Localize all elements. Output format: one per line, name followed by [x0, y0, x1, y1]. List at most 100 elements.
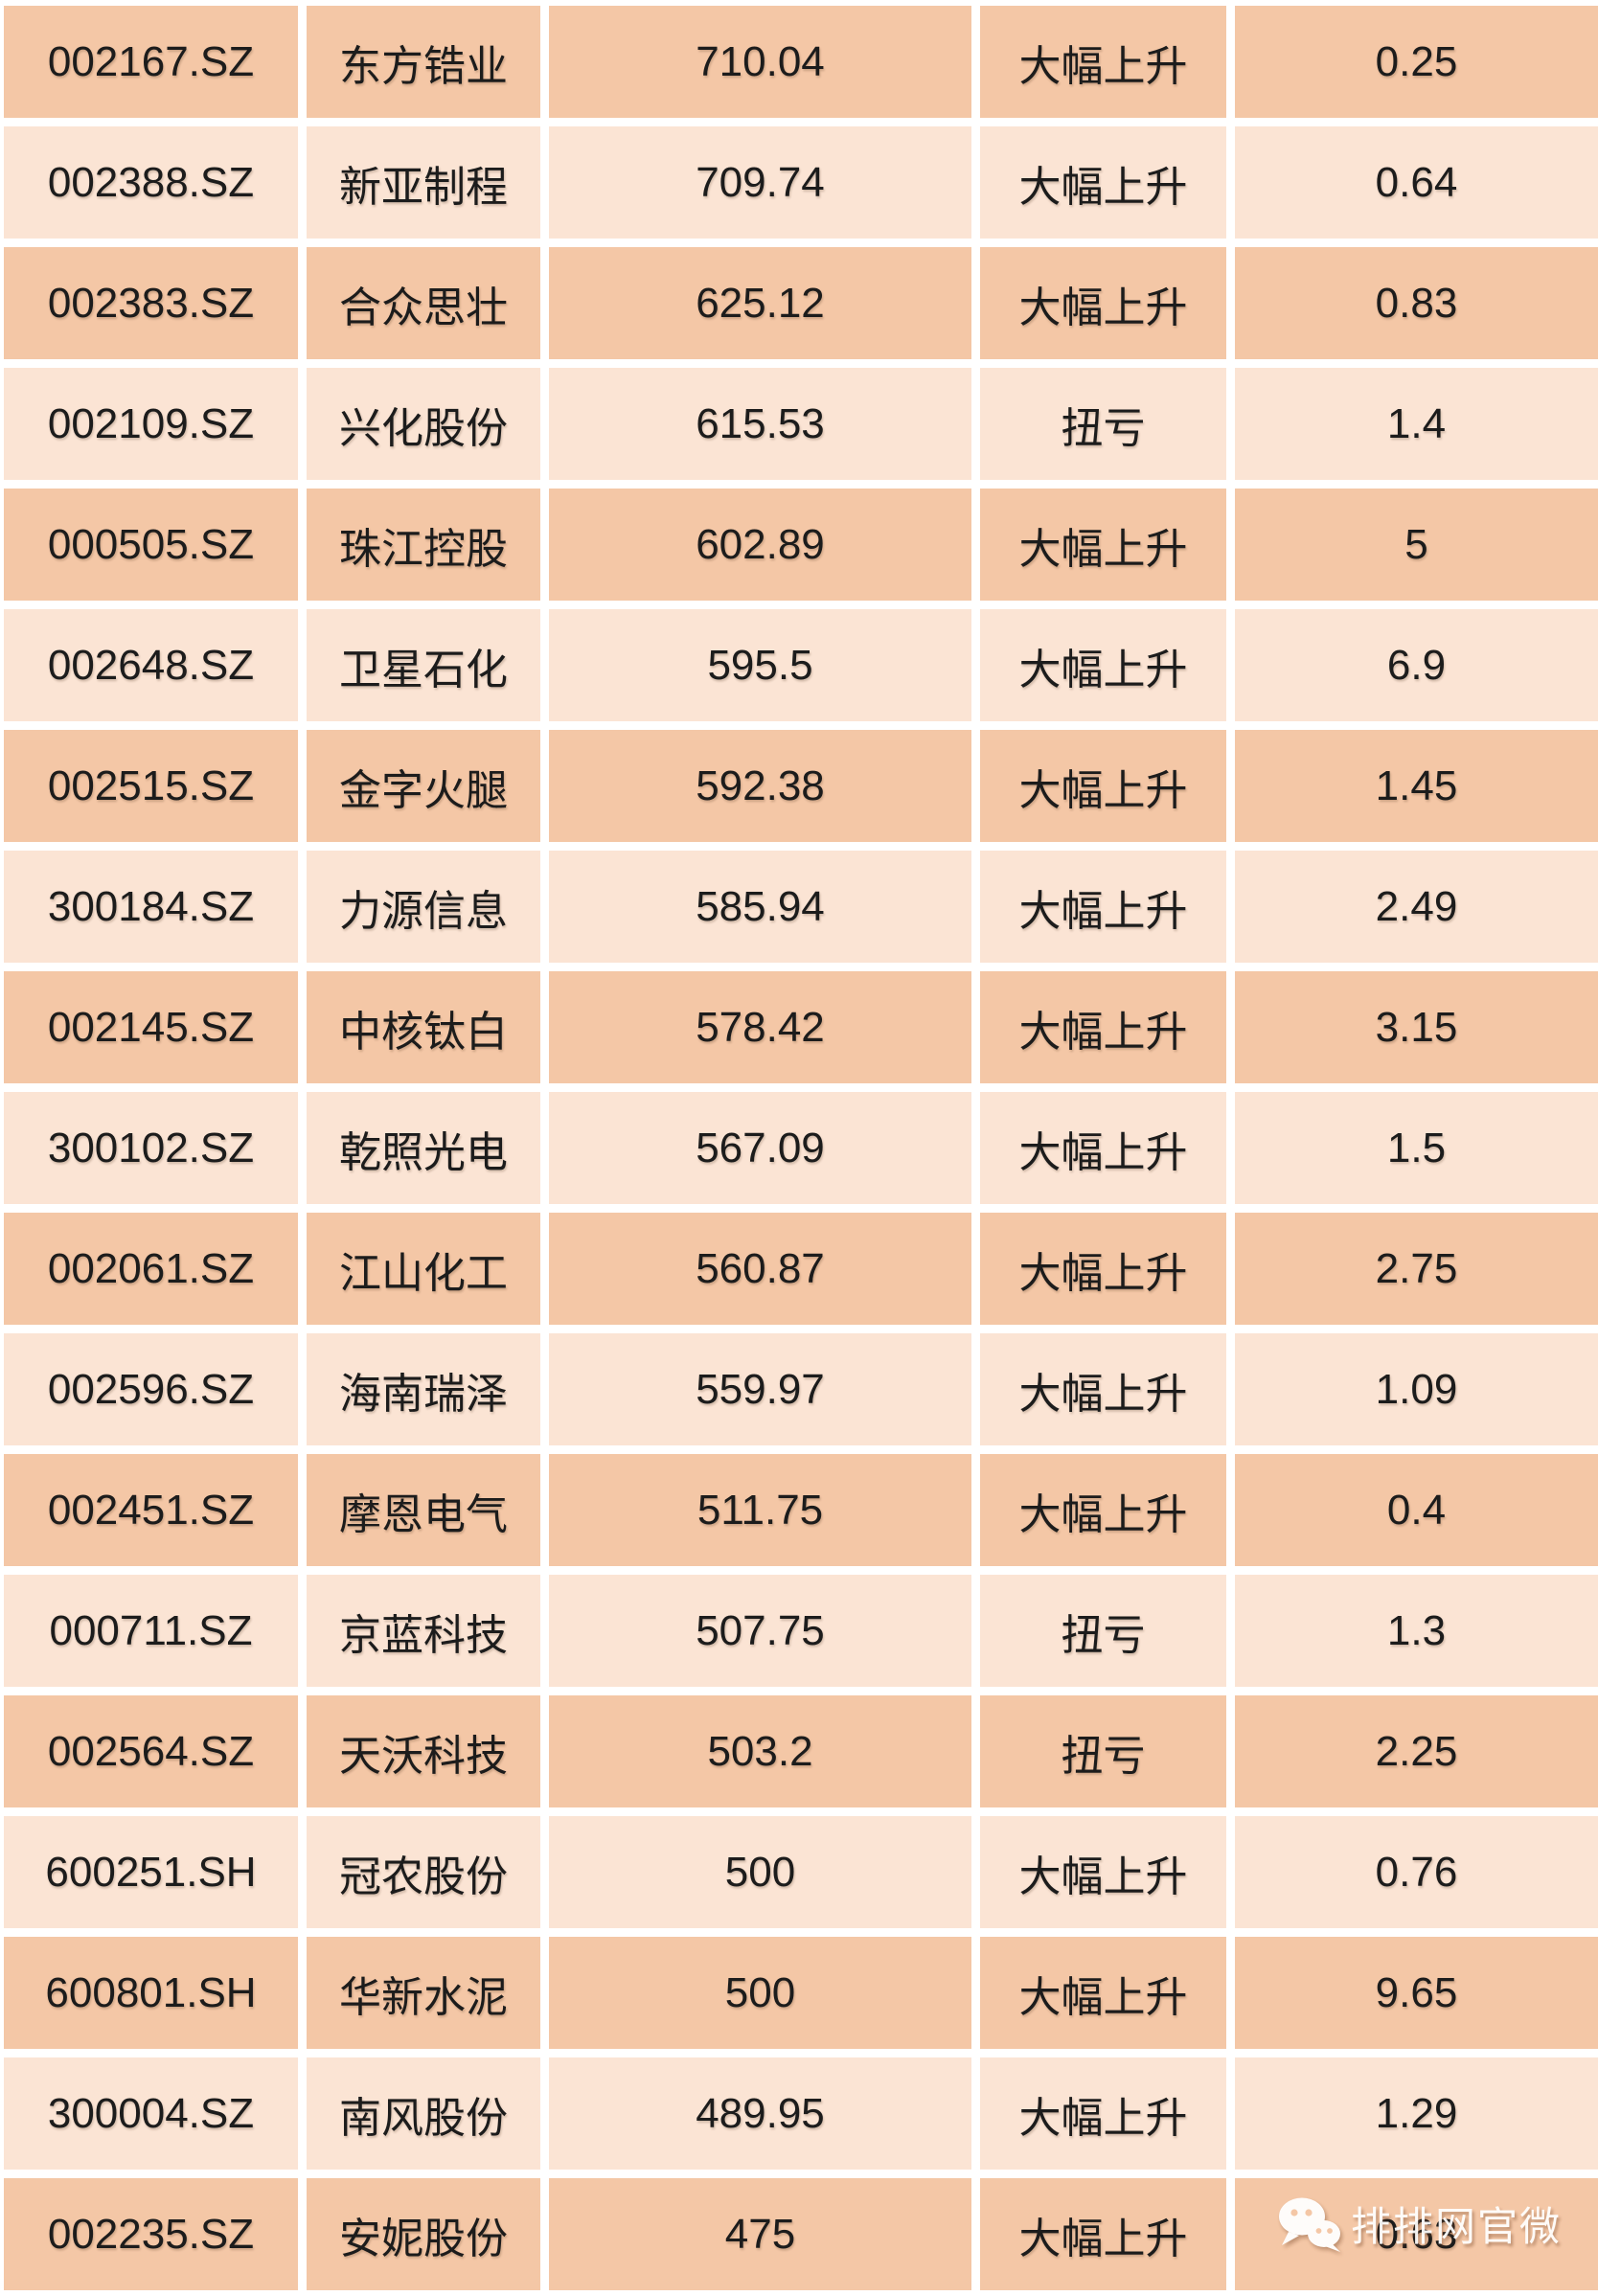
cell-value2: 1.29: [1235, 2057, 1598, 2170]
cell-status: 大幅上升: [980, 1213, 1226, 1325]
cell-status: 大幅上升: [980, 851, 1226, 963]
table-row: 002596.SZ 海南瑞泽 559.97 大幅上升 1.09: [4, 1333, 1598, 1445]
cell-value2: 0.76: [1235, 1816, 1598, 1928]
cell-value: 489.95: [549, 2057, 971, 2170]
cell-stock-name: 合众思壮: [307, 247, 540, 359]
cell-status: 大幅上升: [980, 1816, 1226, 1928]
cell-stock-code: 002451.SZ: [4, 1454, 298, 1566]
cell-stock-name: 金字火腿: [307, 730, 540, 842]
table-row: 002383.SZ 合众思壮 625.12 大幅上升 0.83: [4, 247, 1598, 359]
cell-value: 511.75: [549, 1454, 971, 1566]
cell-value2: 0.64: [1235, 126, 1598, 239]
cell-status: 大幅上升: [980, 6, 1226, 118]
cell-value: 567.09: [549, 1092, 971, 1204]
cell-stock-name: 卫星石化: [307, 609, 540, 721]
table-row: 002167.SZ 东方锆业 710.04 大幅上升 0.25: [4, 6, 1598, 118]
cell-stock-code: 002564.SZ: [4, 1695, 298, 1807]
cell-status: 大幅上升: [980, 1333, 1226, 1445]
cell-value2: 1.45: [1235, 730, 1598, 842]
cell-value2: 5: [1235, 489, 1598, 601]
cell-stock-code: 000711.SZ: [4, 1575, 298, 1687]
cell-stock-code: 002388.SZ: [4, 126, 298, 239]
cell-value: 710.04: [549, 6, 971, 118]
cell-stock-name: 兴化股份: [307, 368, 540, 480]
cell-value2: 1.5: [1235, 1092, 1598, 1204]
cell-value: 500: [549, 1937, 971, 2049]
table-row: 300102.SZ 乾照光电 567.09 大幅上升 1.5: [4, 1092, 1598, 1204]
cell-status: 大幅上升: [980, 1454, 1226, 1566]
cell-value2: 1.09: [1235, 1333, 1598, 1445]
table-row: 600251.SH 冠农股份 500 大幅上升 0.76: [4, 1816, 1598, 1928]
cell-stock-name: 天沃科技: [307, 1695, 540, 1807]
cell-stock-code: 600801.SH: [4, 1937, 298, 2049]
cell-status: 大幅上升: [980, 730, 1226, 842]
cell-stock-name: 冠农股份: [307, 1816, 540, 1928]
cell-value: 585.94: [549, 851, 971, 963]
cell-value2: 0.25: [1235, 6, 1598, 118]
cell-stock-name: 安妮股份: [307, 2178, 540, 2290]
cell-stock-code: 002145.SZ: [4, 971, 298, 1083]
cell-status: 大幅上升: [980, 126, 1226, 239]
table-row: 002061.SZ 江山化工 560.87 大幅上升 2.75: [4, 1213, 1598, 1325]
cell-value: 615.53: [549, 368, 971, 480]
cell-value2: 2.49: [1235, 851, 1598, 963]
cell-value2: 9.65: [1235, 1937, 1598, 2049]
cell-stock-name: 江山化工: [307, 1213, 540, 1325]
cell-value: 503.2: [549, 1695, 971, 1807]
cell-stock-code: 002235.SZ: [4, 2178, 298, 2290]
table-row: 002515.SZ 金字火腿 592.38 大幅上升 1.45: [4, 730, 1598, 842]
cell-stock-name: 海南瑞泽: [307, 1333, 540, 1445]
cell-value: 625.12: [549, 247, 971, 359]
table-row: 000505.SZ 珠江控股 602.89 大幅上升 5: [4, 489, 1598, 601]
cell-stock-name: 中核钛白: [307, 971, 540, 1083]
table-row: 300004.SZ 南风股份 489.95 大幅上升 1.29: [4, 2057, 1598, 2170]
table-row: 002109.SZ 兴化股份 615.53 扭亏 1.4: [4, 368, 1598, 480]
cell-status: 大幅上升: [980, 1937, 1226, 2049]
cell-value: 709.74: [549, 126, 971, 239]
table-row: 002451.SZ 摩恩电气 511.75 大幅上升 0.4: [4, 1454, 1598, 1566]
cell-stock-name: 珠江控股: [307, 489, 540, 601]
table-row: 002388.SZ 新亚制程 709.74 大幅上升 0.64: [4, 126, 1598, 239]
cell-value: 560.87: [549, 1213, 971, 1325]
table-row: 000711.SZ 京蓝科技 507.75 扭亏 1.3: [4, 1575, 1598, 1687]
cell-stock-code: 000505.SZ: [4, 489, 298, 601]
cell-value: 507.75: [549, 1575, 971, 1687]
cell-value: 475: [549, 2178, 971, 2290]
cell-status: 大幅上升: [980, 2178, 1226, 2290]
cell-stock-code: 002596.SZ: [4, 1333, 298, 1445]
cell-value2: 1.4: [1235, 368, 1598, 480]
cell-stock-code: 002109.SZ: [4, 368, 298, 480]
cell-stock-name: 南风股份: [307, 2057, 540, 2170]
cell-stock-name: 力源信息: [307, 851, 540, 963]
table-row: 002564.SZ 天沃科技 503.2 扭亏 2.25: [4, 1695, 1598, 1807]
cell-stock-name: 华新水泥: [307, 1937, 540, 2049]
cell-status: 扭亏: [980, 1695, 1226, 1807]
cell-stock-name: 新亚制程: [307, 126, 540, 239]
cell-status: 大幅上升: [980, 489, 1226, 601]
cell-value: 592.38: [549, 730, 971, 842]
cell-stock-code: 300004.SZ: [4, 2057, 298, 2170]
cell-status: 大幅上升: [980, 609, 1226, 721]
table-row: 600801.SH 华新水泥 500 大幅上升 9.65: [4, 1937, 1598, 2049]
cell-status: 大幅上升: [980, 2057, 1226, 2170]
cell-value2: 2.75: [1235, 1213, 1598, 1325]
cell-stock-name: 乾照光电: [307, 1092, 540, 1204]
cell-stock-code: 002648.SZ: [4, 609, 298, 721]
table-row: 002235.SZ 安妮股份 475 大幅上升 0.63: [4, 2178, 1598, 2290]
cell-value2: 3.15: [1235, 971, 1598, 1083]
cell-status: 扭亏: [980, 368, 1226, 480]
table-row: 002145.SZ 中核钛白 578.42 大幅上升 3.15: [4, 971, 1598, 1083]
cell-stock-code: 600251.SH: [4, 1816, 298, 1928]
cell-stock-name: 摩恩电气: [307, 1454, 540, 1566]
cell-stock-name: 东方锆业: [307, 6, 540, 118]
cell-value2: 6.9: [1235, 609, 1598, 721]
cell-value: 559.97: [549, 1333, 971, 1445]
cell-value: 578.42: [549, 971, 971, 1083]
table-row: 300184.SZ 力源信息 585.94 大幅上升 2.49: [4, 851, 1598, 963]
cell-value2: 0.63: [1235, 2178, 1598, 2290]
cell-status: 大幅上升: [980, 1092, 1226, 1204]
cell-value: 602.89: [549, 489, 971, 601]
cell-value: 595.5: [549, 609, 971, 721]
cell-stock-code: 002515.SZ: [4, 730, 298, 842]
cell-status: 扭亏: [980, 1575, 1226, 1687]
